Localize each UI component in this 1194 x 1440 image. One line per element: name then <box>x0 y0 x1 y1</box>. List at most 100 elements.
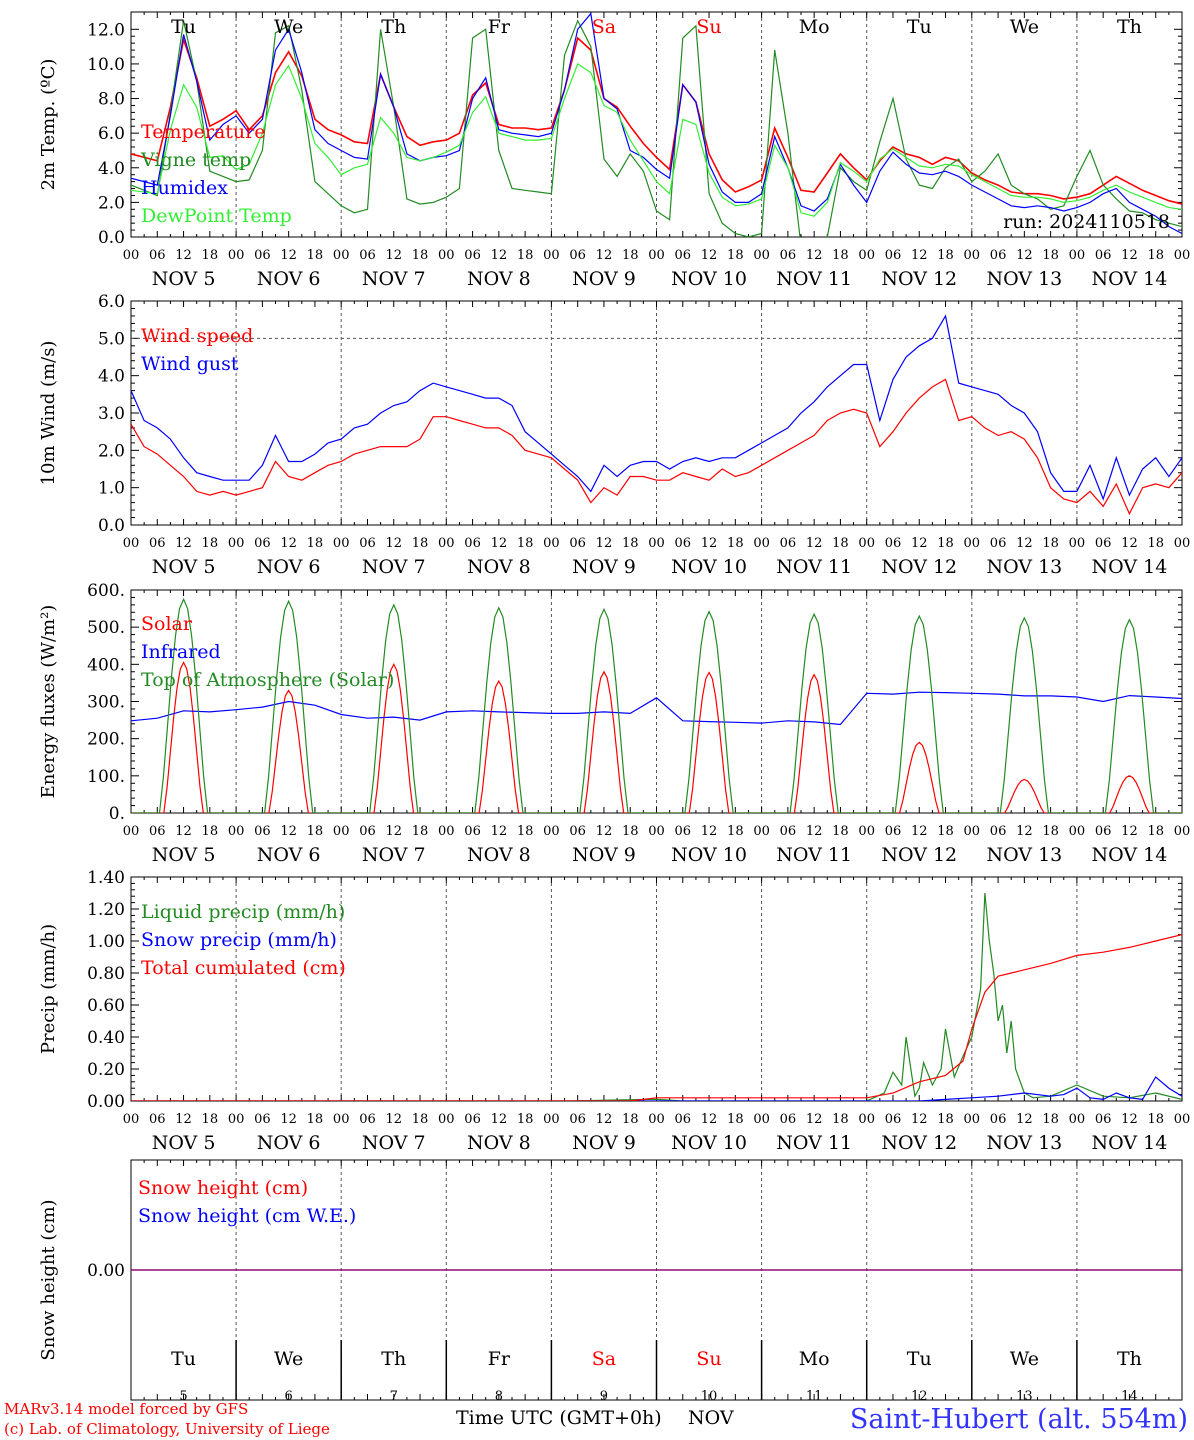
hour-label: 00 <box>964 1112 981 1127</box>
hour-label: 12 <box>280 1112 297 1127</box>
hour-label: 18 <box>937 248 954 263</box>
hour-label: 06 <box>359 824 376 839</box>
date-label: NOV 7 <box>362 1132 426 1154</box>
date-label: NOV 9 <box>572 268 636 290</box>
date-label: NOV 14 <box>1092 268 1168 290</box>
hour-label: 06 <box>885 248 902 263</box>
hour-label: 18 <box>1147 248 1164 263</box>
hour-label: 18 <box>937 536 954 551</box>
legend-temperature: Temperature <box>141 121 265 143</box>
y-axis-label: Snow height (cm) <box>38 1199 59 1360</box>
date-label: NOV 13 <box>986 844 1062 866</box>
hour-label: 06 <box>885 536 902 551</box>
series-total-cumulated-cm <box>131 934 1182 1101</box>
hour-label: 12 <box>491 824 508 839</box>
day-name-bottom: We <box>274 1348 303 1370</box>
hour-label: 12 <box>596 536 613 551</box>
legend-humidex: Humidex <box>141 177 228 199</box>
hour-label: 00 <box>1174 1112 1191 1127</box>
hour-label: 12 <box>911 248 928 263</box>
series-infrared <box>131 691 1182 726</box>
hour-label: 06 <box>569 824 586 839</box>
hour-label: 00 <box>123 1112 140 1127</box>
y-tick-label: 1.00 <box>87 932 125 952</box>
hour-label: 12 <box>596 1112 613 1127</box>
hour-label: 06 <box>675 1112 692 1127</box>
date-label: NOV 12 <box>881 844 957 866</box>
y-tick-label: 500. <box>87 618 125 638</box>
hour-label: 06 <box>569 248 586 263</box>
hour-label: 18 <box>202 536 219 551</box>
hour-label: 00 <box>858 536 875 551</box>
series-wind-gust <box>131 314 1182 501</box>
hour-label: 06 <box>885 824 902 839</box>
hour-label: 18 <box>1147 536 1164 551</box>
y-tick-label: 8.0 <box>98 90 125 110</box>
hour-label: 18 <box>517 248 534 263</box>
day-name-bottom: Mo <box>799 1348 830 1370</box>
y-tick-label: 100. <box>87 767 125 787</box>
hour-label: 12 <box>1121 536 1138 551</box>
day-name-top: We <box>1010 16 1039 38</box>
hour-label: 12 <box>701 1112 718 1127</box>
hour-label: 18 <box>937 824 954 839</box>
hour-label: 00 <box>648 1112 665 1127</box>
hour-label: 18 <box>202 1112 219 1127</box>
hour-label: 06 <box>569 536 586 551</box>
hour-label: 00 <box>858 824 875 839</box>
y-tick-label: 0.40 <box>87 1028 125 1048</box>
hour-label: 18 <box>622 824 639 839</box>
hour-label: 00 <box>438 248 455 263</box>
hour-label: 18 <box>307 824 324 839</box>
hour-label: 00 <box>333 536 350 551</box>
day-name-bottom: Th <box>1117 1348 1142 1370</box>
hour-label: 00 <box>228 248 245 263</box>
series-top-of-atmosphere-solar <box>131 597 1182 813</box>
hour-label: 18 <box>307 536 324 551</box>
date-label: NOV 7 <box>362 268 426 290</box>
hour-label: 00 <box>123 824 140 839</box>
hour-label: 00 <box>228 536 245 551</box>
hour-label: 06 <box>149 1112 166 1127</box>
hour-label: 00 <box>438 1112 455 1127</box>
y-tick-label: 0.20 <box>87 1060 125 1080</box>
hour-label: 00 <box>543 536 560 551</box>
hour-label: 12 <box>1016 248 1033 263</box>
hour-label: 00 <box>438 824 455 839</box>
day-name-top: Mo <box>799 16 830 38</box>
station-name: Saint-Hubert (alt. 554m) <box>850 1404 1188 1435</box>
hour-label: 12 <box>491 536 508 551</box>
hour-label: 18 <box>832 824 849 839</box>
hour-label: 12 <box>385 248 402 263</box>
hour-label: 00 <box>1069 248 1086 263</box>
credit-line-1: MARv3.14 model forced by GFS <box>4 1400 248 1418</box>
hour-label: 12 <box>806 248 823 263</box>
hour-label: 12 <box>911 824 928 839</box>
date-label: NOV 8 <box>467 556 531 578</box>
hour-label: 18 <box>412 536 429 551</box>
hour-label: 18 <box>202 824 219 839</box>
hour-label: 18 <box>412 1112 429 1127</box>
hour-label: 00 <box>648 248 665 263</box>
hour-label: 18 <box>622 248 639 263</box>
panel-1: 0.0 2.0 4.0 6.0 8.0 10.0 12.0 2m Temp. (ºC) Temp… <box>38 11 1190 290</box>
day-name-top: Th <box>1117 16 1142 38</box>
hour-label: 06 <box>780 536 797 551</box>
hour-label: 06 <box>990 1112 1007 1127</box>
hour-label: 12 <box>280 824 297 839</box>
date-label: NOV 10 <box>671 268 747 290</box>
hour-label: 18 <box>727 1112 744 1127</box>
hour-label: 06 <box>569 1112 586 1127</box>
series-solar <box>131 661 1182 813</box>
series-group <box>131 892 1182 1101</box>
y-axis-label: Precip (mm/h) <box>38 924 59 1054</box>
hour-label: 00 <box>543 824 560 839</box>
date-label: NOV 6 <box>257 556 321 578</box>
hour-label: 00 <box>964 536 981 551</box>
hour-label: 00 <box>964 248 981 263</box>
hour-label: 06 <box>780 248 797 263</box>
day-name-top: Th <box>381 16 406 38</box>
legend-dewpoint-temp: DewPoint Temp <box>141 205 292 227</box>
date-label: NOV 12 <box>881 1132 957 1154</box>
hour-label: 18 <box>1147 824 1164 839</box>
